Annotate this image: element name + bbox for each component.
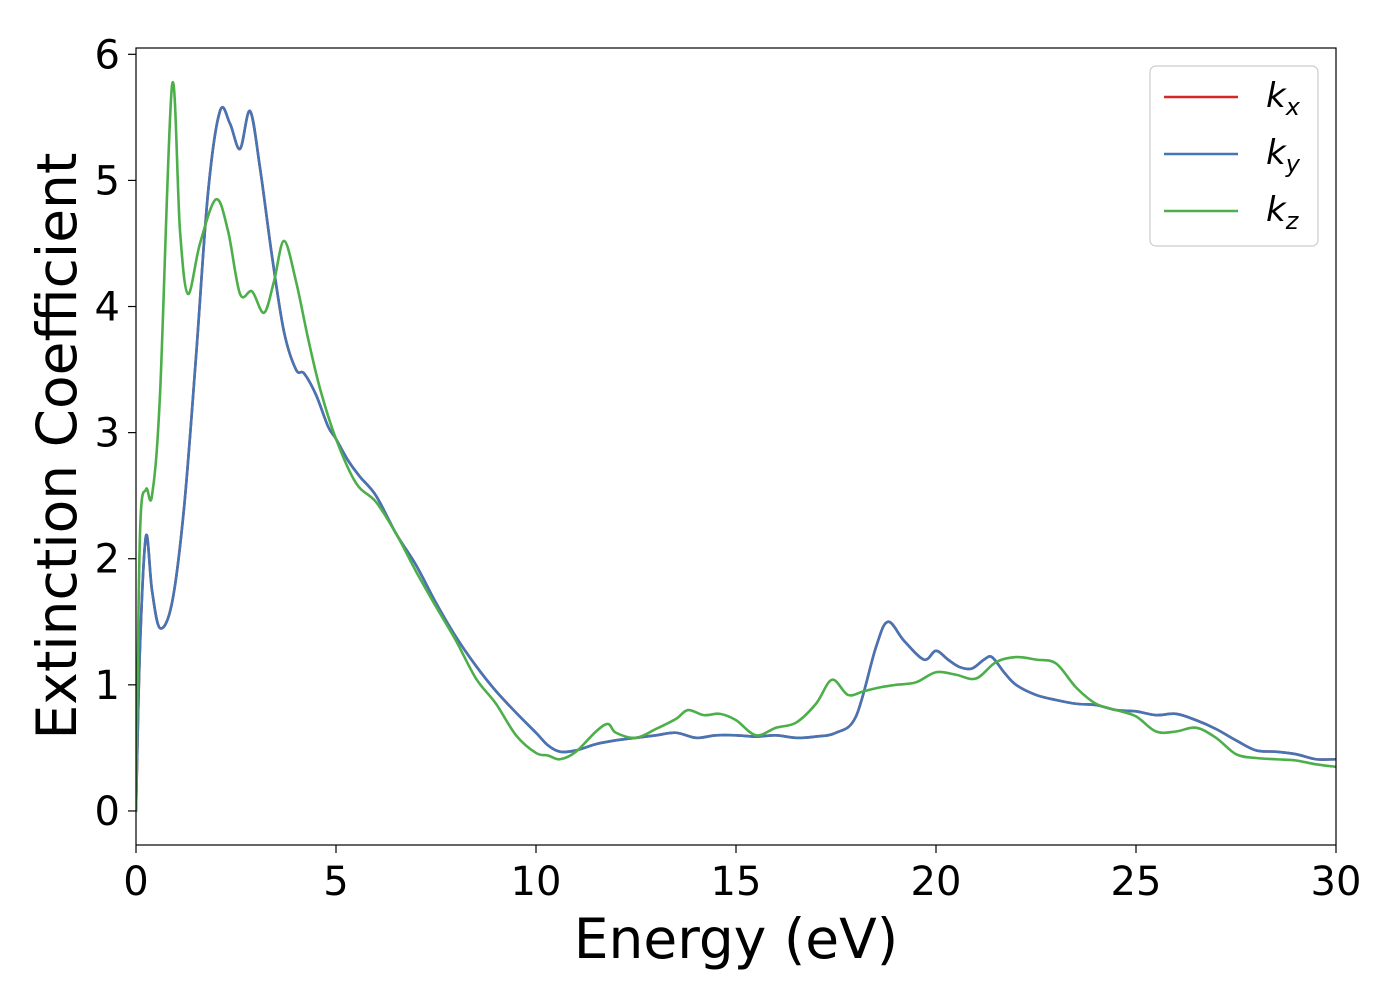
y-tick-label: 2 [95,537,120,583]
y-axis: 0 1 2 3 4 5 6 [95,32,136,835]
x-tick-label: 25 [1111,859,1162,905]
x-tick-label: 20 [911,859,962,905]
y-tick-label: 5 [95,158,120,204]
x-axis: 0 5 10 15 20 25 30 [123,845,1361,905]
x-tick-label: 10 [511,859,562,905]
y-tick-label: 6 [95,32,120,78]
legend: kx ky kz [1149,65,1319,247]
y-tick-label: 3 [95,411,120,457]
y-tick-label: 1 [95,663,120,709]
x-tick-label: 0 [123,859,148,905]
legend-label-kz: kz [1266,190,1300,235]
y-tick-label: 4 [95,285,120,331]
legend-box [1149,65,1319,247]
x-tick-label: 15 [711,859,762,905]
x-axis-label: Energy (eV) [574,907,898,971]
y-axis-label: Extinction Coefficient [25,153,89,740]
series-line-kz [136,81,1336,813]
legend-label-kx: kx [1266,76,1301,121]
y-tick-label: 0 [95,789,120,835]
legend-label-ky: ky [1266,133,1301,178]
series-layer [136,81,1336,813]
x-tick-label: 5 [323,859,348,905]
x-tick-label: 30 [1311,859,1362,905]
